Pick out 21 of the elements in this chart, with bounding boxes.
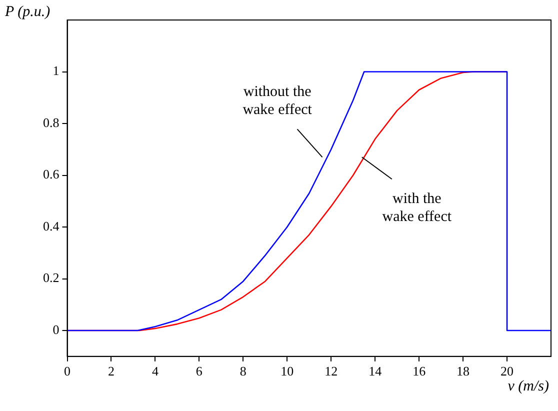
x-tick-label: 12 bbox=[324, 364, 338, 379]
x-tick-label: 20 bbox=[500, 364, 514, 379]
y-tick-label: 0.4 bbox=[43, 218, 60, 234]
x-tick-label: 18 bbox=[456, 364, 470, 379]
x-tick-label: 2 bbox=[108, 364, 114, 379]
x-tick-label: 0 bbox=[64, 364, 70, 379]
x-tick-label: 8 bbox=[240, 364, 246, 379]
annotation: without the wake effect bbox=[242, 84, 313, 118]
y-tick-label: 1 bbox=[52, 63, 60, 78]
x-tick-label: 10 bbox=[280, 364, 294, 379]
y-axis-title: P (p.u.) bbox=[4, 4, 50, 20]
x-tick-label: 6 bbox=[196, 364, 203, 379]
x-tick-label: 14 bbox=[368, 364, 382, 379]
x-axis-title: v (m/s) bbox=[508, 378, 549, 394]
y-tick-label: 0.8 bbox=[43, 114, 60, 130]
y-tick-label: 0 bbox=[52, 322, 60, 337]
y-tick-label: 0.2 bbox=[43, 270, 60, 286]
annotation: with the wake effect bbox=[382, 191, 452, 226]
x-tick-label: 16 bbox=[412, 364, 426, 379]
y-tick-label: 0.6 bbox=[43, 166, 60, 182]
x-tick-label: 4 bbox=[152, 364, 159, 379]
